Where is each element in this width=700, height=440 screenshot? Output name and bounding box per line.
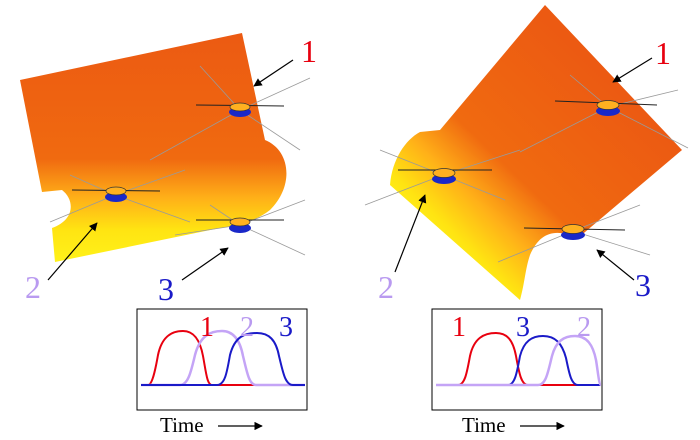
left-pulse-3	[141, 331, 305, 386]
left-plot-label-1: 1	[200, 312, 214, 343]
right-sensor-3	[497, 204, 651, 263]
right-label-2: 2	[378, 269, 394, 305]
left-sensor-2	[49, 169, 191, 223]
right-arrow-2	[394, 194, 427, 273]
right-label-3: 3	[635, 267, 651, 303]
left-time-label: Time	[160, 413, 204, 437]
right-sensor-1	[519, 74, 689, 153]
left-label-2: 2	[25, 269, 41, 305]
left-plot-label-3: 3	[279, 312, 293, 343]
right-label-1: 1	[655, 35, 671, 71]
left-arrow-3	[181, 247, 229, 281]
right-time-label: Time	[462, 413, 506, 437]
right-arrow-1	[612, 57, 653, 83]
right-pulse-2	[436, 334, 603, 387]
right-panel: 1 2 3 1 3 2 Time	[364, 5, 689, 437]
right-wave-surface	[390, 5, 682, 300]
right-plot-label-3: 2	[577, 312, 591, 343]
left-arrow-2	[47, 222, 98, 281]
right-plot-label-2: 3	[516, 312, 530, 343]
left-panel: 1 2 3 1 2 3 Time	[20, 33, 317, 437]
left-plot-label-2: 2	[240, 312, 254, 343]
antenna-lines	[497, 204, 651, 263]
left-time-plot: 1 2 3 Time	[136, 308, 308, 437]
left-pulse-1	[141, 329, 255, 386]
right-plot-label-1: 1	[452, 312, 466, 343]
right-pulse-3	[436, 334, 600, 386]
left-sensor-1	[149, 65, 311, 161]
left-label-3: 3	[158, 271, 174, 307]
left-pulse-2	[141, 329, 305, 387]
right-sensor-2	[364, 149, 521, 206]
left-sensor-3	[174, 199, 306, 256]
left-arrow-1	[253, 59, 294, 87]
left-plot-frame	[136, 308, 308, 411]
left-label-1: 1	[301, 33, 317, 69]
right-pulse-1	[436, 331, 580, 386]
antenna-lines	[149, 65, 311, 161]
left-wave-surface	[20, 33, 287, 262]
right-time-plot: 1 3 2 Time	[431, 308, 603, 437]
right-arrow-3	[596, 249, 635, 281]
